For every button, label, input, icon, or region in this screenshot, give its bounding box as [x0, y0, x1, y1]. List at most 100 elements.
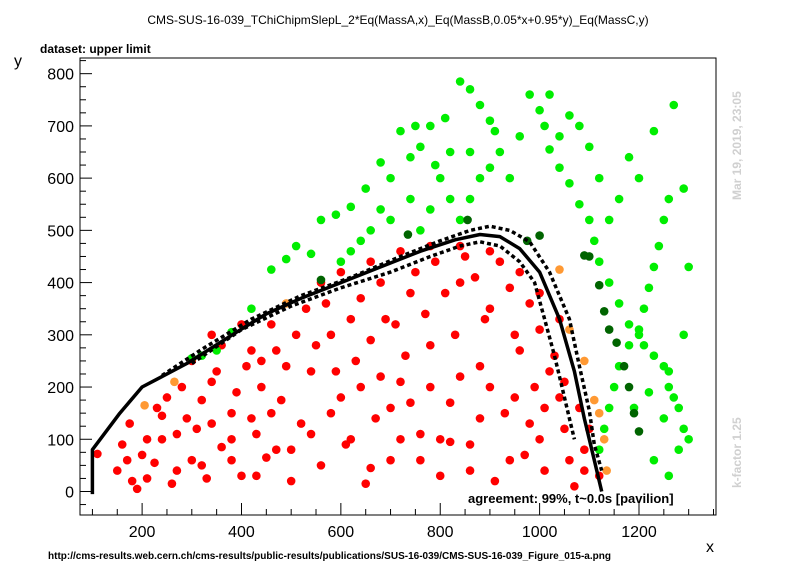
excluded_dark-point [594, 280, 604, 290]
excluded-point [157, 411, 167, 421]
excluded-point [515, 346, 525, 355]
excluded-point [485, 246, 495, 256]
excluded-point [406, 398, 415, 408]
excluded-point [435, 471, 445, 481]
excluded-point [296, 419, 306, 428]
excluded-point [326, 330, 336, 340]
excluded-point [197, 461, 207, 470]
allowed-point [525, 90, 534, 99]
allowed-point [306, 249, 316, 259]
allowed-point [540, 121, 549, 131]
excluded-point [500, 408, 510, 418]
exclusion-curve-minus-sigma [190, 240, 577, 440]
excluded-point [406, 288, 415, 298]
excluded-point [266, 408, 276, 418]
allowed-point [485, 163, 495, 172]
excluded-point [376, 278, 385, 287]
allowed-point [614, 194, 624, 204]
allowed-point [674, 403, 684, 413]
excluded-point [162, 393, 172, 402]
allowed-point [545, 90, 554, 99]
excluded-point [560, 424, 569, 434]
excluded-point [445, 398, 455, 408]
excluded-point [535, 325, 544, 334]
allowed-point [584, 142, 594, 152]
excluded-point [257, 382, 266, 392]
y-tick-label: 500 [47, 223, 74, 240]
excluded-point [411, 267, 420, 277]
allowed-point [604, 215, 614, 225]
allowed-point [649, 126, 659, 136]
allowed-point [664, 382, 674, 392]
excluded-point [416, 429, 425, 439]
allowed-point [684, 262, 693, 272]
excluded-point [540, 466, 549, 475]
allowed-point [679, 184, 689, 193]
excluded-point [450, 330, 460, 340]
excluded_dark-point [599, 307, 609, 316]
excluded-point [207, 377, 216, 387]
allowed-point [465, 194, 475, 204]
timestamp-note: Mar 19, 2019, 23:05 [730, 91, 744, 200]
allowed-point [336, 257, 346, 266]
border-point [580, 356, 589, 366]
allowed-point [366, 226, 375, 235]
excluded-point [520, 450, 530, 460]
excluded-point [117, 440, 127, 449]
allowed-point [639, 304, 649, 313]
allowed-point [609, 382, 619, 392]
exclusion-curve-plus-sigma [161, 224, 604, 472]
allowed-point [445, 147, 455, 157]
excluded-point [465, 440, 475, 449]
y-axis-label: y [14, 53, 22, 70]
allowed-point [644, 283, 654, 293]
allowed-point [435, 173, 445, 183]
excluded-point [336, 267, 346, 277]
allowed-point [361, 184, 371, 193]
x-tick-label: 200 [129, 524, 156, 541]
allowed-point [490, 126, 500, 136]
excluded-point [555, 393, 564, 402]
excluded-point [237, 471, 246, 481]
excluded-point [150, 458, 159, 468]
allowed-point [669, 393, 679, 402]
excluded-point [152, 403, 162, 413]
excluded-point [167, 479, 177, 488]
excluded-point [540, 403, 549, 413]
allowed-point [396, 126, 405, 136]
allowed-point [575, 199, 584, 209]
allowed-point [634, 325, 644, 334]
excluded-point [137, 450, 147, 460]
excluded-point [306, 429, 316, 439]
excluded-point [125, 419, 134, 428]
allowed-point [386, 173, 395, 183]
allowed-point [649, 262, 659, 272]
excluded-point [485, 304, 495, 313]
allowed-point [346, 202, 356, 212]
allowed-point [346, 246, 356, 256]
dataset-label: dataset: upper limit [40, 42, 151, 56]
allowed-point [584, 215, 594, 225]
allowed-point [535, 105, 544, 115]
excluded_dark-point [604, 325, 614, 334]
excluded-point [132, 484, 142, 494]
allowed-point [212, 346, 221, 355]
excluded-point [207, 330, 216, 340]
allowed-point [664, 194, 674, 204]
y-tick-label: 100 [47, 432, 74, 449]
excluded-point [172, 466, 182, 475]
allowed-point [465, 85, 475, 94]
excluded-point [242, 361, 251, 371]
excluded-point [326, 408, 336, 418]
allowed-point [594, 445, 604, 455]
excluded-point [425, 382, 435, 392]
excluded-point [351, 356, 361, 366]
excluded-point [286, 445, 296, 455]
allowed-point [440, 113, 450, 123]
excluded-point [331, 367, 341, 376]
excluded-point [247, 414, 256, 423]
excluded-point [346, 434, 356, 444]
excluded-point [565, 455, 574, 465]
allowed-point [455, 215, 465, 225]
